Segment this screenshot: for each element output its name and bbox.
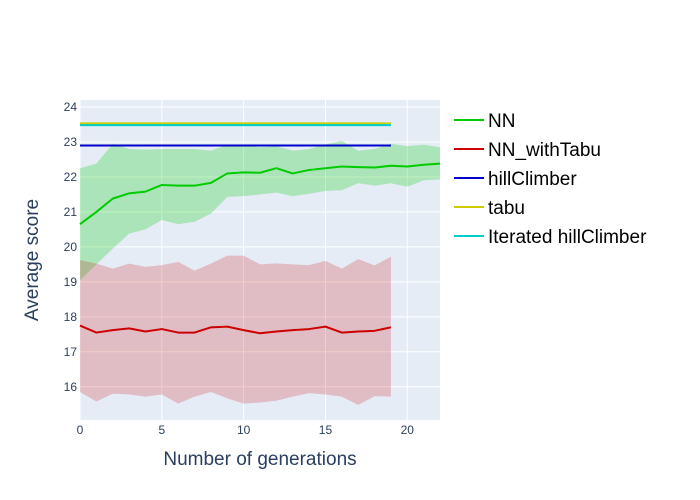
legend-label: NN <box>488 111 515 132</box>
x-tick-label: 20 <box>401 423 415 437</box>
y-tick-label: 23 <box>64 135 78 149</box>
confidence-bands <box>80 140 440 405</box>
line-nn <box>79 162 441 225</box>
legend-item-tabu[interactable]: tabu <box>454 198 525 219</box>
x-axis-ticks: 0 5 10 15 20 <box>77 423 415 437</box>
series-lines <box>79 122 441 335</box>
legend-item-nn-withtabu[interactable]: NN_withTabu <box>454 140 601 161</box>
x-tick-label: 5 <box>158 423 165 437</box>
legend-label: tabu <box>488 198 525 219</box>
plot-background <box>80 100 440 420</box>
legend-label: Iterated hillClimber <box>488 227 647 248</box>
legend-item-hillclimber[interactable]: hillClimber <box>454 169 577 190</box>
legend-item-iterated-hillclimber[interactable]: Iterated hillClimber <box>454 227 647 248</box>
legend[interactable]: NN NN_withTabu hillClimber tabu Iterated hil… <box>454 111 647 248</box>
band-nn <box>80 140 440 281</box>
y-tick-label: 21 <box>64 205 78 219</box>
y-tick-label: 20 <box>64 240 78 254</box>
y-tick-label: 19 <box>64 275 78 289</box>
legend-label: hillClimber <box>488 169 577 190</box>
y-tick-label: 22 <box>64 170 78 184</box>
y-axis-ticks: 16 17 18 19 20 21 22 23 24 <box>64 100 78 394</box>
line-nn-withtabu <box>79 324 392 335</box>
y-tick-label: 16 <box>64 380 78 394</box>
y-tick-label: 18 <box>64 310 78 324</box>
gridlines <box>79 100 440 420</box>
legend-label: NN_withTabu <box>488 140 601 161</box>
x-tick-label: 15 <box>319 423 333 437</box>
x-tick-label: 0 <box>77 423 84 437</box>
y-axis-title: Average score <box>22 199 43 321</box>
y-tick-label: 17 <box>64 345 78 359</box>
x-tick-label: 10 <box>237 423 251 437</box>
y-tick-label: 24 <box>64 100 78 114</box>
legend-item-nn[interactable]: NN <box>454 111 515 132</box>
x-axis-title: Number of generations <box>163 449 356 470</box>
band-nn-withtabu <box>80 255 391 405</box>
